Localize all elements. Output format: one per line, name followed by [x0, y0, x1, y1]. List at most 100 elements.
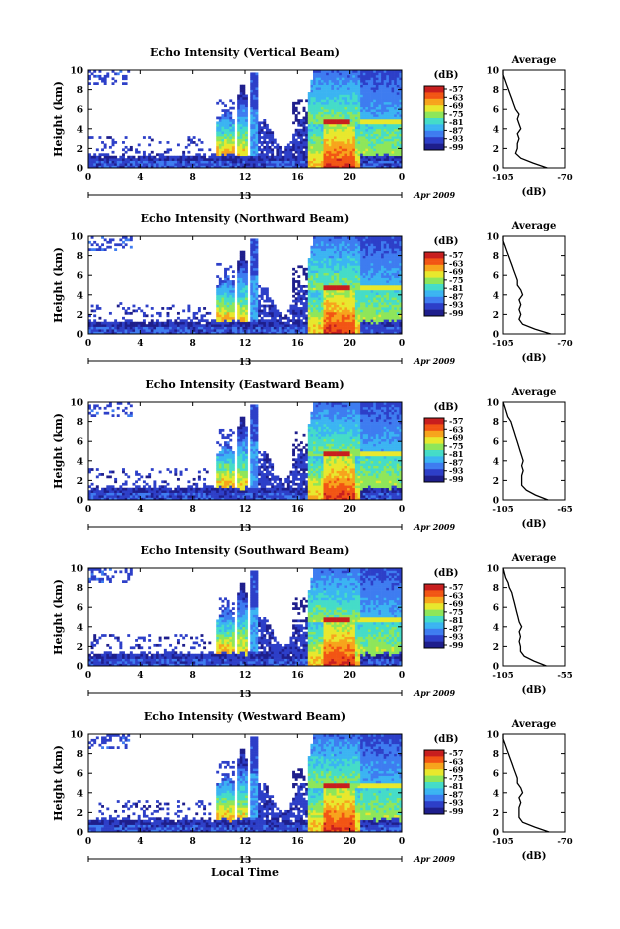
- heatmap-cell: [341, 297, 345, 300]
- heatmap-cell: [339, 240, 343, 244]
- heatmap-cell: [171, 321, 175, 325]
- heatmap-cell: [370, 282, 374, 286]
- heatmap-cell: [331, 280, 335, 283]
- heatmap-cell: [310, 111, 314, 115]
- heatmap-cell: [394, 126, 398, 130]
- heatmap-cell: [365, 309, 369, 313]
- heatmap-cell: [320, 121, 324, 125]
- heatmap-cell: [216, 302, 220, 305]
- heatmap-cell: [373, 294, 377, 298]
- heatmap-cell: [135, 160, 139, 164]
- heatmap-cell: [252, 331, 256, 335]
- heatmap-cell: [386, 243, 390, 247]
- heatmap-cell: [190, 321, 193, 325]
- heatmap-cell: [362, 253, 366, 256]
- heatmap-cell: [208, 165, 212, 169]
- heatmap-cell: [268, 160, 272, 164]
- heatmap-cell: [93, 240, 97, 244]
- heatmap-cell: [187, 307, 191, 310]
- heatmap-cell: [231, 275, 235, 278]
- heatmap-cell: [224, 143, 227, 147]
- heatmap-cell: [360, 111, 364, 115]
- heatmap-cell: [221, 143, 225, 147]
- heatmap-cell: [349, 329, 353, 332]
- heatmap-cell: [258, 311, 261, 315]
- heatmap-cell: [394, 280, 398, 283]
- heatmap-cell: [362, 282, 366, 286]
- average-y-tick-label: 4: [493, 125, 499, 135]
- heatmap-cell: [360, 138, 364, 142]
- heatmap-cell: [388, 82, 392, 85]
- heatmap-cell: [310, 121, 314, 125]
- heatmap-cell: [239, 280, 243, 283]
- heatmap-cell: [302, 304, 306, 308]
- heatmap-cell: [331, 96, 335, 100]
- heatmap-cell: [360, 289, 364, 293]
- heatmap-cell: [135, 326, 139, 330]
- heatmap-cell: [357, 275, 361, 278]
- heatmap-cell: [297, 111, 301, 115]
- heatmap-cell: [255, 299, 259, 303]
- heatmap-cell: [127, 329, 131, 332]
- heatmap-cell: [203, 331, 207, 335]
- heatmap-cell: [299, 150, 303, 154]
- heatmap-cell: [294, 138, 298, 142]
- heatmap-cell: [237, 282, 241, 286]
- heatmap-cell: [326, 309, 330, 313]
- heatmap-cell: [245, 287, 248, 291]
- heatmap-cell: [383, 260, 387, 264]
- heatmap-cell: [271, 165, 275, 169]
- heatmap-cell: [394, 282, 398, 286]
- heatmap-cell: [239, 128, 243, 132]
- heatmap-cell: [318, 101, 322, 105]
- heatmap-cell: [347, 299, 350, 303]
- heatmap-cell: [203, 324, 207, 327]
- heatmap-cell: [344, 70, 348, 73]
- heatmap-cell: [88, 314, 91, 318]
- heatmap-cell: [373, 163, 377, 166]
- heatmap-cell: [88, 160, 91, 164]
- heatmap-cell: [375, 158, 379, 161]
- heatmap-cell: [320, 74, 324, 78]
- heatmap-cell: [237, 158, 241, 161]
- heatmap-cell: [252, 79, 256, 83]
- heatmap-cell: [383, 250, 387, 254]
- heatmap-cell: [192, 158, 196, 161]
- heatmap-cell: [344, 329, 348, 332]
- heatmap-cell: [362, 294, 366, 298]
- heatmap-cell: [239, 329, 243, 332]
- heatmap-cell: [362, 245, 366, 249]
- heatmap-cell: [239, 275, 243, 278]
- heatmap-cell: [132, 326, 136, 330]
- heatmap-cell: [352, 270, 356, 274]
- heatmap-cell: [224, 302, 227, 305]
- heatmap-cell: [245, 260, 248, 264]
- heatmap-cell: [354, 302, 358, 305]
- heatmap-cell: [360, 82, 364, 85]
- heatmap-cell: [271, 133, 275, 137]
- heatmap-cell: [357, 119, 361, 122]
- heatmap-cell: [386, 121, 390, 125]
- heatmap-cell: [252, 136, 256, 139]
- heatmap-cell: [292, 316, 296, 320]
- heatmap-cell: [174, 326, 178, 330]
- heatmap-cell: [357, 96, 361, 100]
- heatmap-cell: [339, 106, 343, 110]
- heatmap-cell: [354, 243, 358, 247]
- heatmap-cell: [294, 307, 298, 310]
- heatmap-cell: [255, 287, 259, 291]
- heatmap-cell: [357, 109, 361, 112]
- heatmap-cell: [255, 153, 259, 157]
- heatmap-cell: [341, 262, 345, 266]
- heatmap-cell: [187, 304, 191, 308]
- heatmap-cell: [182, 150, 186, 154]
- heatmap-cell: [352, 148, 356, 152]
- heatmap-cell: [365, 128, 369, 132]
- heatmap-cell: [313, 160, 316, 164]
- heatmap-cell: [360, 309, 364, 313]
- heatmap-cell: [310, 319, 314, 323]
- heatmap-cell: [352, 253, 356, 256]
- heatmap-cell: [331, 282, 335, 286]
- heatmap-cell: [242, 267, 246, 271]
- heatmap-cell: [122, 245, 125, 249]
